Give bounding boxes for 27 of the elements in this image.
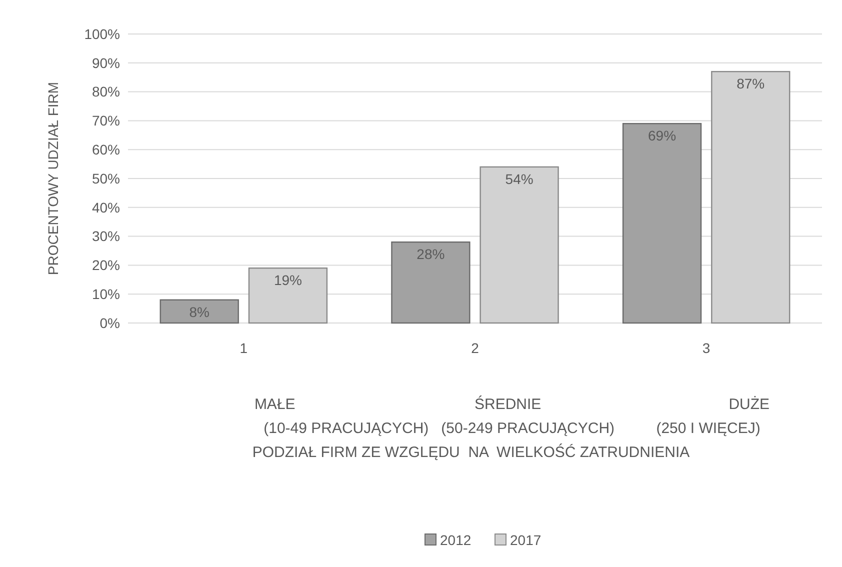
y-tick-label: 20% [92,257,120,274]
x-tick-label: 3 [702,340,710,356]
text: 8% [189,304,210,320]
text: 87% [736,76,765,92]
y-tick-label: 0% [100,314,120,331]
text: 69% [648,128,676,144]
bar [160,299,239,324]
y-tick-label: 80% [92,84,120,100]
bar [622,122,702,324]
text: 19% [274,272,302,288]
legend-label: 2017 [510,532,542,548]
y-tick-label: 50% [92,170,120,186]
y-tick-label: 30% [92,228,120,244]
y-tick-label: 90% [92,54,120,71]
y-tick-label: 100% [84,26,120,42]
y-tick-label: 60% [92,142,120,158]
y-tick-label: 40% [92,199,120,216]
y-tick-label: 10% [92,286,120,302]
legend-label: 2012 [440,532,472,548]
bar [391,241,470,324]
y-tick-label: 70% [92,112,120,129]
text: 54% [505,170,534,187]
x-axis-title: MAŁE ŚREDNIE DUŻE (10-49 PRACUJĄCYCH) (50-249 PRACUJĄCYCH) (250 I WIĘCEJ) PODZIAŁ FIRM ZE WZGLĘDU NA WIELKOŚĆ ZATRUDNIENIA [252,395,770,461]
x-tick-label: 2 [471,340,480,356]
y-axis-title: PROCENTOWY UDZIAŁ FIRM [45,82,61,276]
x-tick-label: 1 [240,340,248,356]
text: 28% [416,246,445,262]
